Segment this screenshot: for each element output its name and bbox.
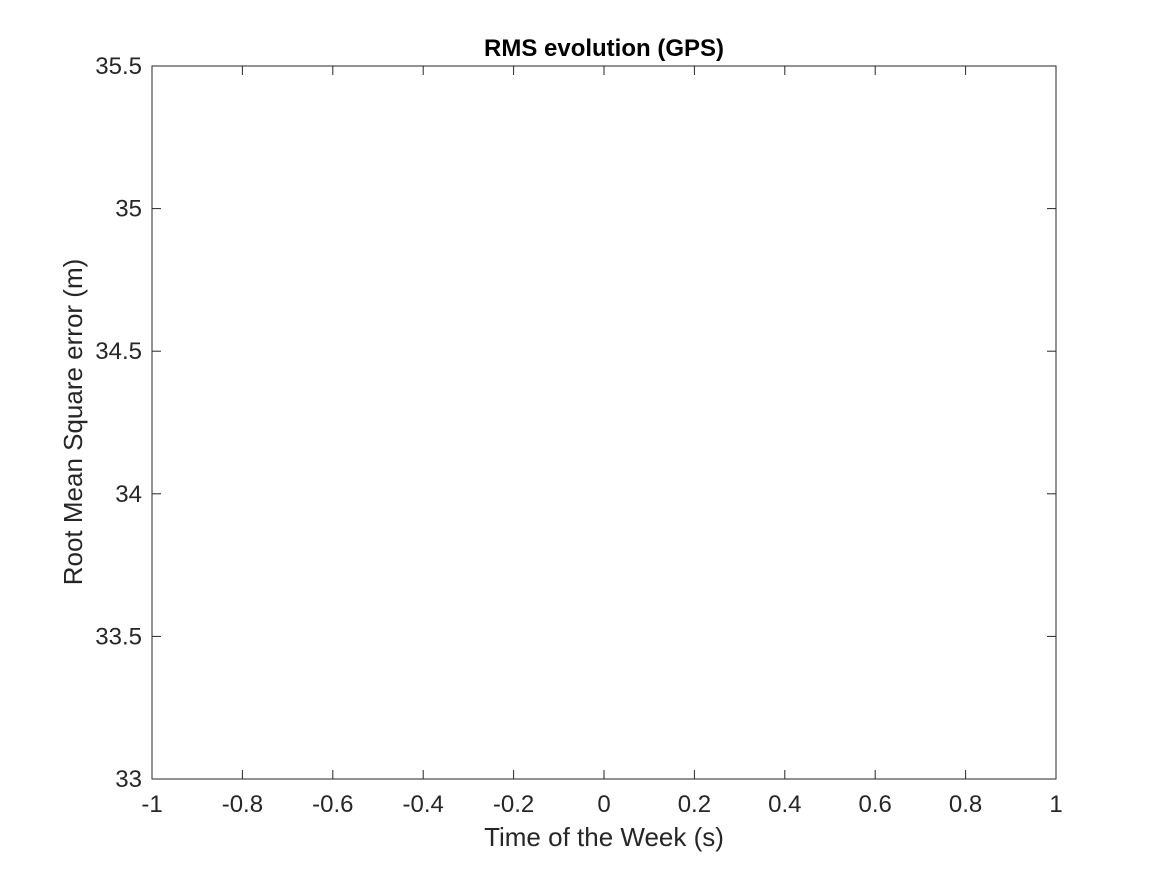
y-axis-label: Root Mean Square error (m) [58, 259, 88, 586]
x-tick-label: 0 [597, 791, 610, 818]
chart-title: RMS evolution (GPS) [484, 35, 724, 62]
x-tick-label: -0.8 [222, 791, 263, 818]
x-axis-label: Time of the Week (s) [484, 822, 724, 852]
y-tick-label: 34 [115, 481, 142, 508]
y-tick-label: 33.5 [95, 623, 142, 650]
x-tick-label: -0.6 [312, 791, 353, 818]
x-tick-label: -1 [141, 791, 162, 818]
y-tick-label: 35.5 [95, 53, 142, 80]
y-axis-ticks [152, 65, 1056, 780]
plot-area [151, 65, 1057, 780]
y-axis-tick-labels: 33 33.5 34 34.5 35 35.5 [95, 53, 142, 793]
x-tick-label: 1 [1049, 791, 1062, 818]
x-tick-label: 0.6 [859, 791, 892, 818]
x-tick-label: 0.8 [949, 791, 982, 818]
y-tick-label: 34.5 [95, 338, 142, 365]
x-tick-label: -0.2 [493, 791, 534, 818]
y-tick-label: 35 [115, 196, 142, 223]
x-tick-label: -0.4 [403, 791, 444, 818]
x-tick-label: 0.2 [678, 791, 711, 818]
y-tick-label: 33 [115, 766, 142, 793]
x-axis-ticks [151, 66, 1057, 779]
x-axis-tick-labels: -1 -0.8 -0.6 -0.4 -0.2 0 0.2 0.4 0.6 0.8 1 [141, 791, 1062, 818]
x-tick-label: 0.4 [768, 791, 801, 818]
